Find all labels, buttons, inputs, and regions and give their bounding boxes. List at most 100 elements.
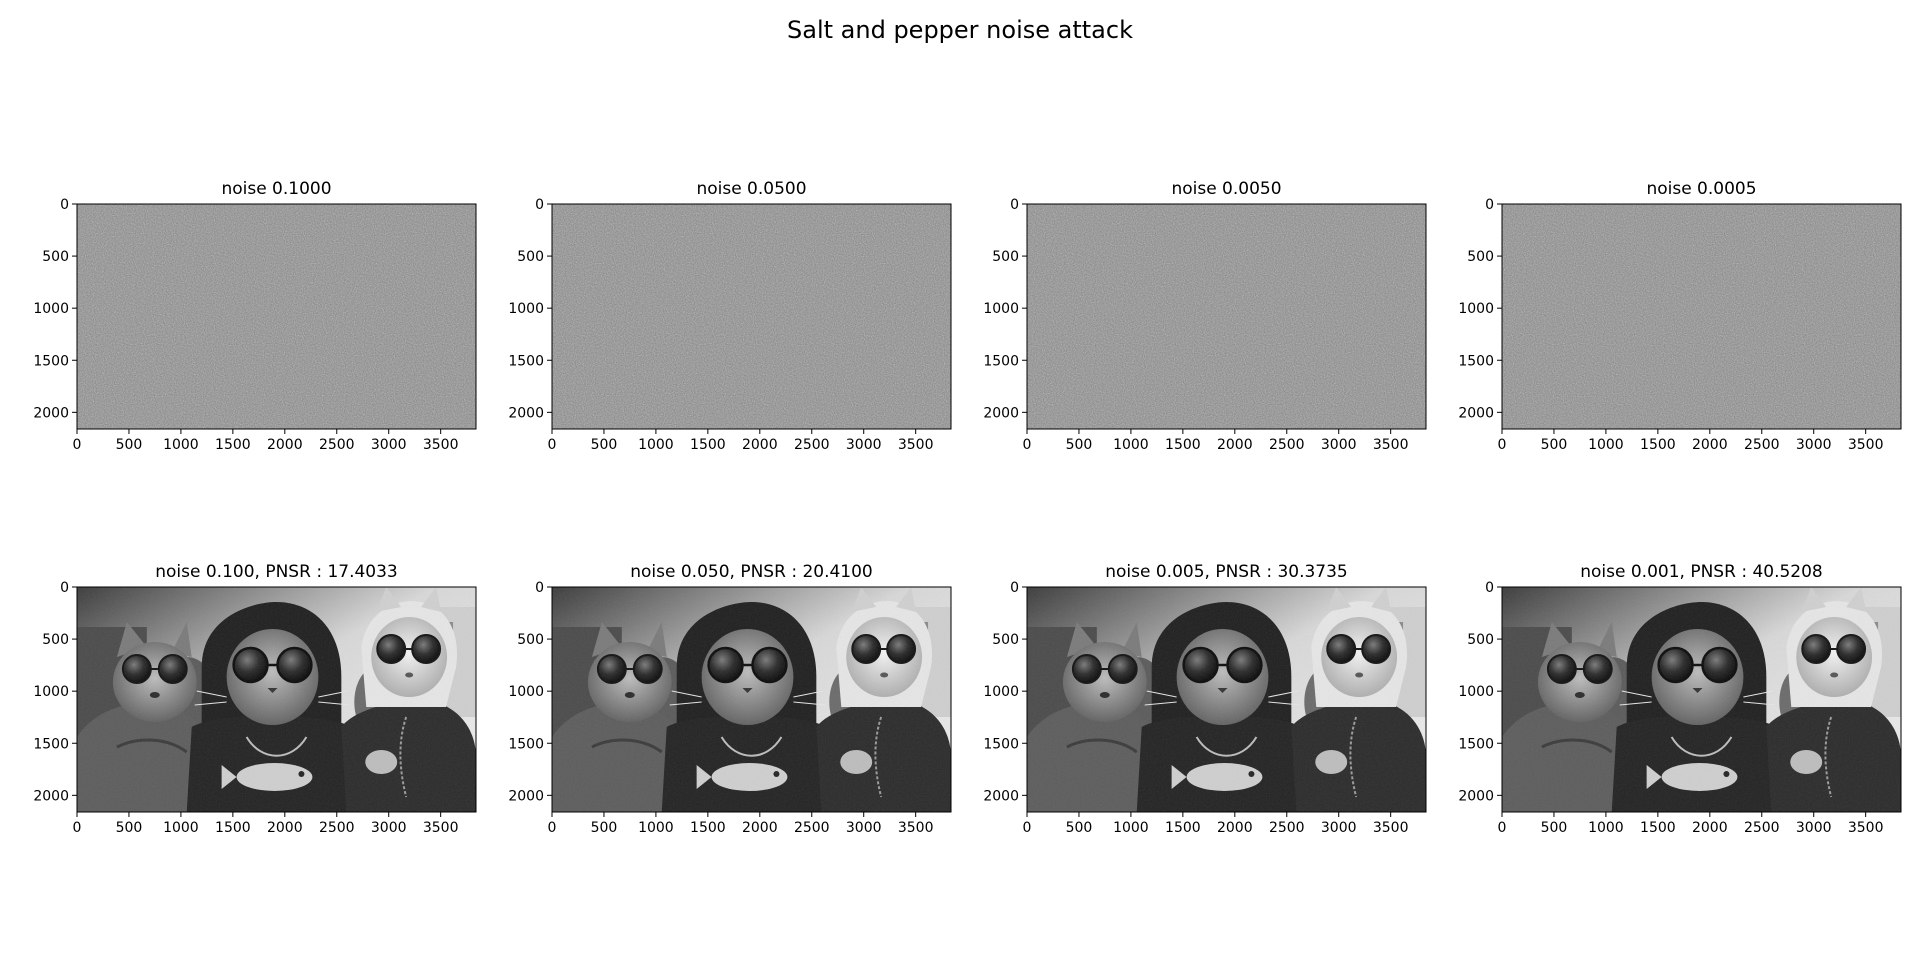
x-tick-label: 500 [1066, 820, 1093, 836]
x-tick-label: 500 [591, 437, 618, 453]
y-tick-label: 1500 [508, 736, 544, 752]
y-tick-label: 1500 [1458, 353, 1494, 369]
x-tick-label: 0 [1498, 820, 1507, 836]
x-tick-label: 3000 [1796, 437, 1832, 453]
x-tick-label: 1000 [1588, 437, 1624, 453]
x-tick-label: 3000 [846, 820, 882, 836]
y-tick-label: 1500 [33, 353, 69, 369]
axes-frame [1026, 586, 1427, 813]
y-tick-label: 1500 [983, 353, 1019, 369]
subplot-title: noise 0.001, PNSR : 40.5208 [1580, 562, 1823, 582]
axes-frame [76, 203, 477, 430]
x-tick-label: 2500 [319, 437, 355, 453]
grain-overlay [77, 587, 476, 812]
x-tick-label: 3000 [846, 437, 882, 453]
axes-frame [1501, 203, 1902, 430]
y-tick-label: 1000 [983, 301, 1019, 317]
x-tick-label: 1000 [163, 820, 199, 836]
subplot-1: noise 0.1000 0 500 1000 1500 2000 2500 3000 3500… [33, 179, 477, 453]
y-tick-label: 0 [1010, 580, 1019, 596]
x-tick-label: 0 [1498, 437, 1507, 453]
y-tick-label: 1000 [508, 301, 544, 317]
x-tick-label: 1000 [638, 820, 674, 836]
x-tick-label: 1000 [638, 437, 674, 453]
subplot-grid: noise 0.1000 0 500 1000 1500 2000 2500 3000 3500… [33, 179, 1902, 836]
y-tick-label: 1000 [1458, 301, 1494, 317]
x-tick-label: 2000 [742, 437, 778, 453]
y-tick-label: 1500 [1458, 736, 1494, 752]
y-tick-label: 0 [1485, 580, 1494, 596]
x-tick-label: 1000 [1588, 820, 1624, 836]
x-tick-label: 3000 [1321, 437, 1357, 453]
subplot-title: noise 0.005, PNSR : 30.3735 [1105, 562, 1348, 582]
x-tick-label: 0 [73, 437, 82, 453]
x-tick-label: 1000 [163, 437, 199, 453]
subplot-4: noise 0.0005 0 500 1000 1500 2000 2500 3000 3500… [1458, 179, 1902, 453]
y-tick-label: 1000 [983, 684, 1019, 700]
y-tick-label: 2000 [983, 405, 1019, 421]
x-tick-label: 2500 [1744, 437, 1780, 453]
axes-frame [551, 586, 952, 813]
x-tick-label: 3500 [1848, 437, 1884, 453]
x-tick-label: 0 [548, 437, 557, 453]
y-tick-label: 500 [42, 632, 69, 648]
y-tick-label: 1000 [33, 684, 69, 700]
y-tick-label: 1000 [1458, 684, 1494, 700]
noise-texture [77, 204, 476, 429]
x-tick-label: 1000 [1113, 820, 1149, 836]
subplot-3: noise 0.0050 0 500 1000 1500 2000 2500 3000 3500… [983, 179, 1427, 453]
axes-frame [1026, 203, 1427, 430]
y-tick-label: 2000 [508, 788, 544, 804]
y-tick-label: 1500 [508, 353, 544, 369]
y-tick-label: 1500 [33, 736, 69, 752]
y-tick-label: 0 [60, 580, 69, 596]
y-tick-label: 500 [42, 249, 69, 265]
subplot-6: noise 0.050, PNSR : 20.4100 0 500 1000 1500 2… [508, 562, 952, 836]
subplot-title: noise 0.0005 [1646, 179, 1756, 199]
x-tick-label: 3500 [1373, 820, 1409, 836]
y-tick-label: 500 [992, 249, 1019, 265]
y-tick-label: 2000 [1458, 405, 1494, 421]
y-tick-label: 0 [535, 580, 544, 596]
x-tick-label: 3500 [898, 820, 934, 836]
subplot-title: noise 0.0050 [1171, 179, 1281, 199]
x-tick-label: 3500 [1848, 820, 1884, 836]
y-tick-label: 0 [60, 197, 69, 213]
grain-overlay [1027, 587, 1426, 812]
x-tick-label: 3000 [371, 437, 407, 453]
x-tick-label: 1500 [215, 437, 251, 453]
subplot-title: noise 0.0500 [696, 179, 806, 199]
x-tick-label: 2000 [1692, 437, 1728, 453]
y-tick-label: 2000 [33, 788, 69, 804]
x-tick-label: 2000 [267, 437, 303, 453]
x-tick-label: 2000 [742, 820, 778, 836]
y-tick-label: 500 [1467, 632, 1494, 648]
noise-texture [552, 204, 951, 429]
y-tick-label: 1500 [983, 736, 1019, 752]
x-tick-label: 1500 [1165, 437, 1201, 453]
x-tick-label: 0 [73, 820, 82, 836]
x-tick-label: 1500 [690, 437, 726, 453]
figure-title: Salt and pepper noise attack [787, 16, 1133, 44]
x-tick-label: 3500 [423, 820, 459, 836]
y-tick-label: 1000 [508, 684, 544, 700]
x-tick-label: 1500 [1640, 437, 1676, 453]
x-tick-label: 2500 [794, 820, 830, 836]
x-tick-label: 3000 [371, 820, 407, 836]
x-tick-label: 500 [116, 820, 143, 836]
y-tick-label: 1000 [33, 301, 69, 317]
subplot-7: noise 0.005, PNSR : 30.3735 0 500 1000 1500 2… [983, 562, 1427, 836]
x-tick-label: 500 [1541, 820, 1568, 836]
subplot-title: noise 0.050, PNSR : 20.4100 [630, 562, 873, 582]
grain-overlay [552, 587, 951, 812]
axes-frame [76, 586, 477, 813]
x-tick-label: 0 [1023, 820, 1032, 836]
x-tick-label: 2000 [1217, 820, 1253, 836]
x-tick-label: 3000 [1321, 820, 1357, 836]
y-tick-label: 0 [1010, 197, 1019, 213]
noise-texture [1502, 204, 1901, 429]
y-tick-label: 500 [517, 632, 544, 648]
axes-frame [551, 203, 952, 430]
x-tick-label: 2000 [1217, 437, 1253, 453]
